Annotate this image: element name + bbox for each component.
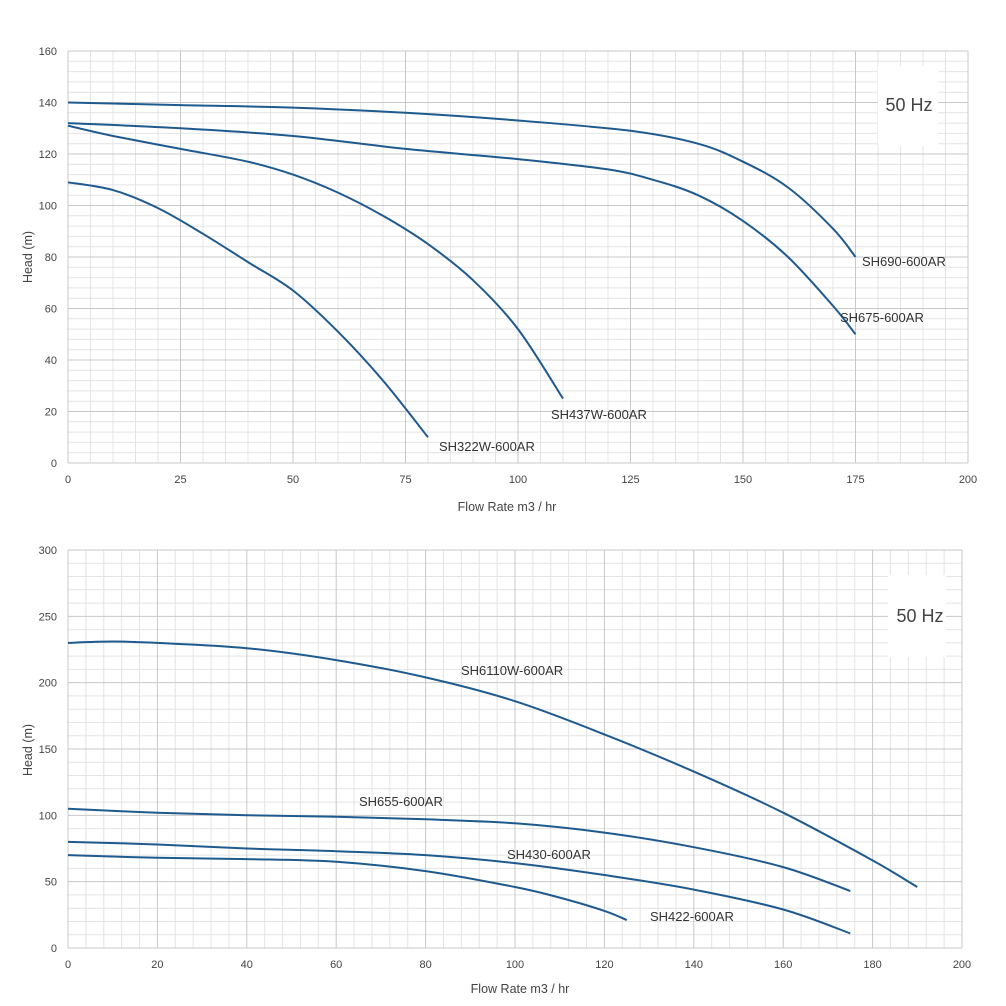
- series-line-sh6110w-600ar: [67, 640, 918, 888]
- series-line-sh690-600ar: [67, 101, 857, 258]
- x-tick-label: 120: [595, 959, 613, 971]
- y-tick-label: 250: [39, 611, 57, 623]
- series-label: SH430-600AR: [507, 847, 591, 862]
- series-label: SH690-600AR: [862, 254, 946, 269]
- series-line-sh430-600ar: [67, 840, 851, 935]
- hz-label: 50 Hz: [885, 95, 932, 115]
- y-tick-label: 300: [39, 545, 57, 557]
- x-tick-label: 0: [65, 474, 71, 486]
- x-tick-label: 50: [287, 474, 299, 486]
- y-tick-label: 150: [39, 744, 57, 756]
- y-axis-title: Head (m): [21, 724, 35, 776]
- series-line-sh437w-600ar: [67, 124, 564, 400]
- hz-label-box: [888, 575, 946, 657]
- y-tick-label: 40: [45, 355, 57, 367]
- x-tick-label: 0: [65, 959, 71, 971]
- y-tick-label: 60: [45, 304, 57, 316]
- x-tick-label: 200: [959, 474, 977, 486]
- pump-curve-chart-1: 50 Hz Flow Rate m3 / hr Head (m) 0 25 50 75…: [21, 46, 978, 514]
- x-tick-label: 160: [774, 959, 792, 971]
- series-line-sh422-600ar: [67, 854, 628, 922]
- series-label: SH322W-600AR: [439, 439, 535, 454]
- x-tick-label: 100: [506, 959, 524, 971]
- y-tick-label: 140: [39, 98, 57, 110]
- y-tick-label: 160: [39, 46, 57, 58]
- x-tick-label: 25: [174, 474, 186, 486]
- x-tick-label: 20: [151, 959, 163, 971]
- x-tick-label: 100: [509, 474, 527, 486]
- y-tick-label: 80: [45, 252, 57, 264]
- y-tick-label: 200: [39, 678, 57, 690]
- x-tick-label: 80: [419, 959, 431, 971]
- x-tick-label: 180: [863, 959, 881, 971]
- hz-label: 50 Hz: [896, 606, 943, 626]
- y-axis-title: Head (m): [21, 231, 35, 283]
- x-axis-title: Flow Rate m3 / hr: [471, 982, 570, 996]
- y-tick-label: 120: [39, 149, 57, 161]
- tick-labels: 0 20 40 60 80 100 120 140 160 180 200 0 50 100 150 200 2…: [39, 545, 972, 971]
- y-tick-label: 50: [45, 877, 57, 889]
- y-tick-label: 20: [45, 407, 57, 419]
- x-tick-label: 140: [685, 959, 703, 971]
- series-label: SH655-600AR: [359, 794, 443, 809]
- grid: [67, 50, 969, 464]
- x-tick-label: 175: [846, 474, 864, 486]
- x-tick-label: 40: [241, 959, 253, 971]
- series-label: SH6110W-600AR: [461, 663, 563, 678]
- x-tick-label: 200: [953, 959, 971, 971]
- x-axis-title: Flow Rate m3 / hr: [458, 500, 557, 514]
- series-line-sh322w-600ar: [67, 181, 429, 438]
- series-label: SH437W-600AR: [551, 407, 647, 422]
- y-tick-label: 100: [39, 810, 57, 822]
- y-tick-label: 0: [51, 943, 57, 955]
- series-line-sh675-600ar: [67, 122, 857, 335]
- x-tick-label: 75: [399, 474, 411, 486]
- x-tick-label: 125: [621, 474, 639, 486]
- series-line-sh655-600ar: [67, 807, 851, 892]
- grid: [67, 549, 963, 949]
- series-label: SH422-600AR: [650, 909, 734, 924]
- y-tick-label: 0: [51, 458, 57, 470]
- x-tick-label: 60: [330, 959, 342, 971]
- tick-labels: 0 25 50 75 100 125 150 175 200 0 20 40 60 80 100 120 140…: [39, 46, 978, 486]
- series-label: SH675-600AR: [840, 310, 924, 325]
- x-tick-label: 150: [734, 474, 752, 486]
- hz-label-box: [878, 66, 938, 146]
- y-tick-label: 100: [39, 201, 57, 213]
- pump-curve-chart-2: 50 Hz Flow Rate m3 / hr Head (m) 0 20 40 60…: [21, 545, 972, 996]
